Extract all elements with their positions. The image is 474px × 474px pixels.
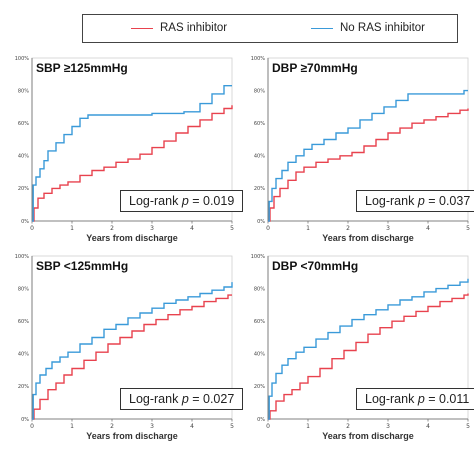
y-tick-label: 40% — [254, 352, 265, 358]
x-axis-title: Years from discharge — [322, 233, 414, 243]
logrank-annotation: Log-rank p = 0.011 — [356, 388, 474, 410]
y-tick-label: 40% — [254, 154, 265, 160]
chart-panel-sbp-high: 0% 20% 40% 60% 80% 100% 0 1 2 3 4 5 SBP ≥125mmHg Log-… — [2, 46, 244, 276]
y-tick-label: 80% — [18, 286, 29, 292]
chart-panel-dbp-low: 0% 20% 40% 60% 80% 100% 0 1 2 3 4 5 DBP <70mmHg Log-r… — [238, 244, 474, 474]
y-tick-label: 20% — [254, 186, 265, 192]
chart-svg: 0% 20% 40% 60% 80% 100% 0 1 2 3 4 5 — [15, 254, 234, 430]
y-tick-label: 40% — [18, 352, 29, 358]
legend: RAS inhibitor No RAS inhibitor — [82, 14, 458, 43]
chart-panel-sbp-low: 0% 20% 40% 60% 80% 100% 0 1 2 3 4 5 SBP <125mmHg Log-… — [2, 244, 244, 474]
logrank-value: = 0.011 — [424, 392, 470, 406]
x-tick-label: 5 — [466, 423, 470, 430]
chart-svg: 0% 20% 40% 60% 80% 100% 0 1 2 3 4 5 — [15, 56, 234, 232]
series-line-ras-inhibitor — [32, 105, 233, 222]
logrank-annotation: Log-rank p = 0.019 — [120, 190, 244, 212]
y-tick-label: 60% — [18, 121, 29, 127]
x-tick-label: 1 — [306, 225, 310, 232]
y-tick-label: 60% — [18, 319, 29, 325]
legend-item-no-ras-inhibitor: No RAS inhibitor — [311, 22, 425, 34]
y-tick-label: 100% — [251, 254, 266, 260]
legend-label: No RAS inhibitor — [340, 22, 426, 34]
series-line-ras-inhibitor — [268, 108, 469, 222]
x-tick-label: 2 — [346, 423, 350, 430]
y-tick-label: 0% — [257, 417, 265, 423]
chart-title: DBP ≥70mmHg — [272, 61, 358, 75]
logrank-p: p — [417, 392, 425, 406]
x-tick-label: 5 — [230, 423, 234, 430]
x-tick-label: 3 — [386, 423, 390, 430]
series-line-no-ras-inhibitor — [32, 85, 232, 222]
logrank-annotation: Log-rank p = 0.037 — [356, 190, 474, 212]
x-tick-label: 0 — [266, 423, 270, 430]
chart-svg: 0% 20% 40% 60% 80% 100% 0 1 2 3 4 5 — [251, 254, 470, 430]
chart-title: SBP ≥125mmHg — [36, 61, 128, 75]
y-tick-label: 20% — [254, 384, 265, 390]
series-line-ras-inhibitor — [268, 293, 469, 420]
x-tick-label: 5 — [230, 225, 234, 232]
y-tick-label: 20% — [18, 186, 29, 192]
legend-swatch-blue — [311, 27, 333, 29]
y-tick-label: 100% — [15, 56, 30, 62]
logrank-prefix: Log-rank — [129, 194, 182, 208]
y-tick-label: 60% — [254, 319, 265, 325]
y-tick-label: 40% — [18, 154, 29, 160]
x-tick-label: 2 — [346, 225, 350, 232]
y-tick-label: 0% — [21, 417, 29, 423]
x-tick-label: 0 — [30, 225, 34, 232]
x-tick-label: 5 — [466, 225, 470, 232]
legend-label: RAS inhibitor — [160, 22, 228, 34]
x-tick-label: 2 — [110, 423, 114, 430]
y-tick-label: 100% — [15, 254, 30, 260]
x-tick-label: 2 — [110, 225, 114, 232]
logrank-value: = 0.027 — [188, 392, 235, 406]
y-tick-label: 20% — [18, 384, 29, 390]
logrank-p: p — [181, 194, 189, 208]
x-tick-label: 3 — [150, 225, 154, 232]
logrank-annotation: Log-rank p = 0.027 — [120, 388, 244, 410]
x-axis-title: Years from discharge — [86, 431, 178, 441]
x-tick-label: 0 — [30, 423, 34, 430]
chart-svg: 0% 20% 40% 60% 80% 100% 0 1 2 3 4 5 — [251, 56, 470, 232]
x-tick-label: 4 — [190, 423, 194, 430]
logrank-value: = 0.019 — [188, 194, 235, 208]
chart-panel-dbp-high: 0% 20% 40% 60% 80% 100% 0 1 2 3 4 5 DBP ≥70mmHg Log-r… — [238, 46, 474, 276]
logrank-prefix: Log-rank — [365, 194, 418, 208]
y-tick-label: 80% — [18, 88, 29, 94]
legend-item-ras-inhibitor: RAS inhibitor — [131, 22, 227, 34]
series-line-no-ras-inhibitor — [32, 282, 233, 420]
chart-title: SBP <125mmHg — [36, 259, 129, 273]
x-tick-label: 4 — [426, 423, 430, 430]
x-axis-title: Years from discharge — [86, 233, 178, 243]
x-tick-label: 4 — [426, 225, 430, 232]
y-tick-label: 60% — [254, 121, 265, 127]
logrank-prefix: Log-rank — [365, 392, 418, 406]
y-tick-label: 0% — [257, 219, 265, 225]
x-tick-label: 1 — [70, 225, 74, 232]
x-tick-label: 1 — [306, 423, 310, 430]
y-tick-label: 0% — [21, 219, 29, 225]
y-tick-label: 80% — [254, 88, 265, 94]
legend-swatch-red — [131, 27, 153, 29]
x-tick-label: 3 — [386, 225, 390, 232]
x-tick-label: 1 — [70, 423, 74, 430]
logrank-value: = 0.037 — [424, 194, 471, 208]
x-tick-label: 3 — [150, 423, 154, 430]
series-line-ras-inhibitor — [32, 294, 232, 420]
series-line-no-ras-inhibitor — [268, 89, 468, 222]
x-tick-label: 4 — [190, 225, 194, 232]
series-line-no-ras-inhibitor — [268, 278, 469, 420]
x-tick-label: 0 — [266, 225, 270, 232]
y-tick-label: 100% — [251, 56, 266, 62]
logrank-p: p — [181, 392, 189, 406]
chart-title: DBP <70mmHg — [272, 259, 359, 273]
y-tick-label: 80% — [254, 286, 265, 292]
logrank-prefix: Log-rank — [129, 392, 182, 406]
x-axis-title: Years from discharge — [322, 431, 414, 441]
logrank-p: p — [417, 194, 425, 208]
